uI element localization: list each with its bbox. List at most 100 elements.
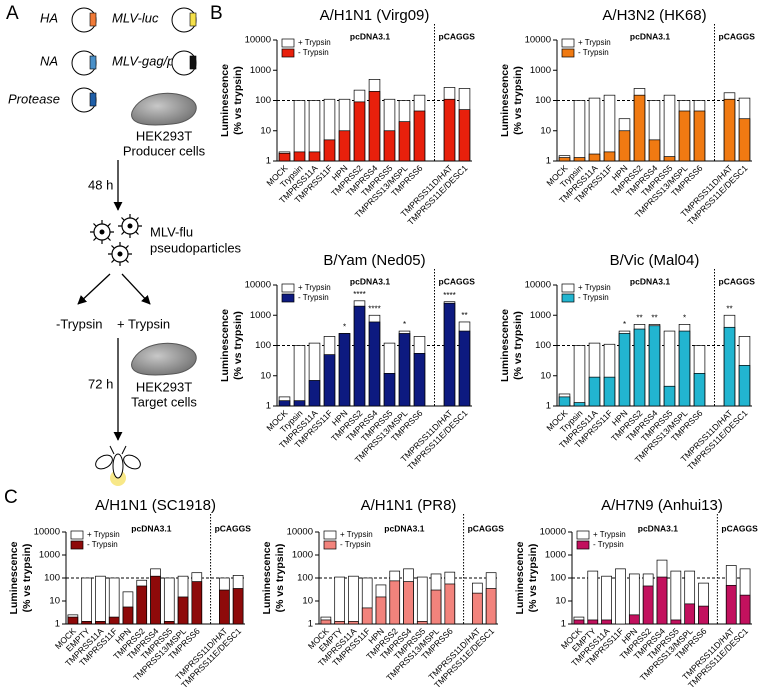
bar (684, 603, 696, 625)
legend-label: + Trypsin (578, 283, 611, 292)
y-tick-label: 10 (555, 596, 566, 607)
bar (323, 354, 336, 407)
bar (430, 589, 442, 625)
legend-label: - Trypsin (340, 540, 371, 549)
significance-label: * (683, 313, 686, 322)
significance-label: ** (636, 313, 642, 322)
bar (725, 584, 737, 625)
bar (628, 614, 640, 625)
y-tick-label: 1 (561, 619, 566, 630)
y-axis-label-line: (% vs trypsin) (512, 311, 524, 380)
y-tick-label: 10000 (525, 280, 551, 291)
y-tick-label: 10000 (245, 280, 271, 291)
bar (368, 321, 381, 407)
chart-title: A/H3N2 (HK68) (602, 7, 706, 24)
bar (642, 585, 654, 625)
arrow (77, 273, 111, 305)
group-label: pcDNA3.1 (630, 276, 670, 286)
bar (472, 592, 483, 625)
legend-label: - Trypsin (298, 293, 329, 302)
bar (588, 376, 601, 407)
bar (348, 575, 359, 625)
y-tick-label: 1000 (250, 65, 271, 76)
cell-label: HEK293T (136, 379, 192, 394)
bar (416, 621, 428, 625)
bar (320, 619, 332, 625)
legend-label: - Trypsin (578, 48, 609, 57)
group-label: pCAGGS (719, 276, 756, 286)
chart-title: A/H7N9 (Anhui13) (601, 497, 723, 514)
bar (663, 156, 676, 162)
bar (67, 616, 79, 625)
bar (108, 616, 120, 625)
bar (670, 619, 682, 625)
bar (368, 91, 381, 162)
bar (738, 118, 751, 162)
y-axis-label-line: (% vs trypsin) (274, 544, 286, 613)
bar (443, 302, 456, 407)
bar (663, 94, 676, 162)
bar (573, 619, 585, 625)
bar (232, 588, 244, 625)
legend-swatch (561, 283, 575, 293)
bar (81, 577, 92, 625)
significance-label: * (623, 320, 626, 329)
y-tick-label: 100 (255, 95, 271, 106)
legend-swatch (561, 48, 575, 58)
panel-label: A (6, 3, 19, 24)
bar (444, 583, 456, 625)
bar (588, 153, 601, 162)
bar (656, 576, 668, 625)
group-label: pcDNA3.1 (350, 276, 390, 286)
legend-swatch (561, 38, 575, 48)
bar (413, 110, 426, 162)
y-axis-label-line: Luminescence (499, 64, 511, 137)
plasmid-insert (89, 55, 97, 70)
y-tick-label: 10 (540, 370, 551, 381)
y-tick-label: 10 (302, 596, 313, 607)
significance-label: **** (443, 291, 455, 300)
y-tick-label: 100 (535, 340, 551, 351)
y-axis-label-line: Luminescence (8, 541, 20, 614)
y-tick-label: 1000 (530, 65, 551, 76)
legend-swatch (576, 530, 590, 540)
bar (177, 596, 189, 625)
bar (398, 333, 411, 407)
y-axis-label: Luminescence(% vs trypsin) (219, 64, 244, 137)
group-label: pCAGGS (215, 523, 252, 533)
y-tick-label: 100 (535, 95, 551, 106)
y-tick-label: 100 (255, 340, 271, 351)
y-axis-label-line: Luminescence (499, 309, 511, 382)
bar (587, 619, 599, 625)
bar (308, 380, 321, 407)
significance-label: **** (353, 290, 365, 299)
legend-label: + Trypsin (340, 530, 373, 539)
legend-swatch (561, 293, 575, 303)
plasmid-label: HA (40, 10, 58, 25)
y-tick-label: 1000 (530, 310, 551, 321)
bar (413, 353, 426, 407)
y-tick-label: 10000 (540, 527, 566, 538)
group-label: pcDNA3.1 (630, 31, 670, 41)
bar (633, 328, 646, 407)
legend-label: + Trypsin (578, 38, 611, 47)
legend-swatch (576, 540, 590, 550)
y-tick-label: 10000 (287, 527, 313, 538)
group-label: pCAGGS (719, 31, 756, 41)
chart-title: A/H1N1 (PR8) (361, 497, 457, 514)
bar (338, 333, 351, 407)
cell-label: Target cells (131, 394, 197, 409)
plasmid-insert (189, 12, 197, 27)
y-axis-label: Luminescence(% vs trypsin) (219, 309, 244, 382)
y-axis-label-line: (% vs trypsin) (21, 544, 33, 613)
group-label: pcDNA3.1 (384, 523, 424, 533)
bar (678, 110, 691, 162)
bar (558, 396, 571, 407)
y-tick-label: 10 (540, 125, 551, 136)
bar (293, 151, 306, 162)
group-label: pCAGGS (439, 31, 476, 41)
y-axis-label-line: (% vs trypsin) (232, 66, 244, 135)
chart-title: B/Vic (Mal04) (610, 252, 700, 269)
significance-label: * (403, 320, 406, 329)
